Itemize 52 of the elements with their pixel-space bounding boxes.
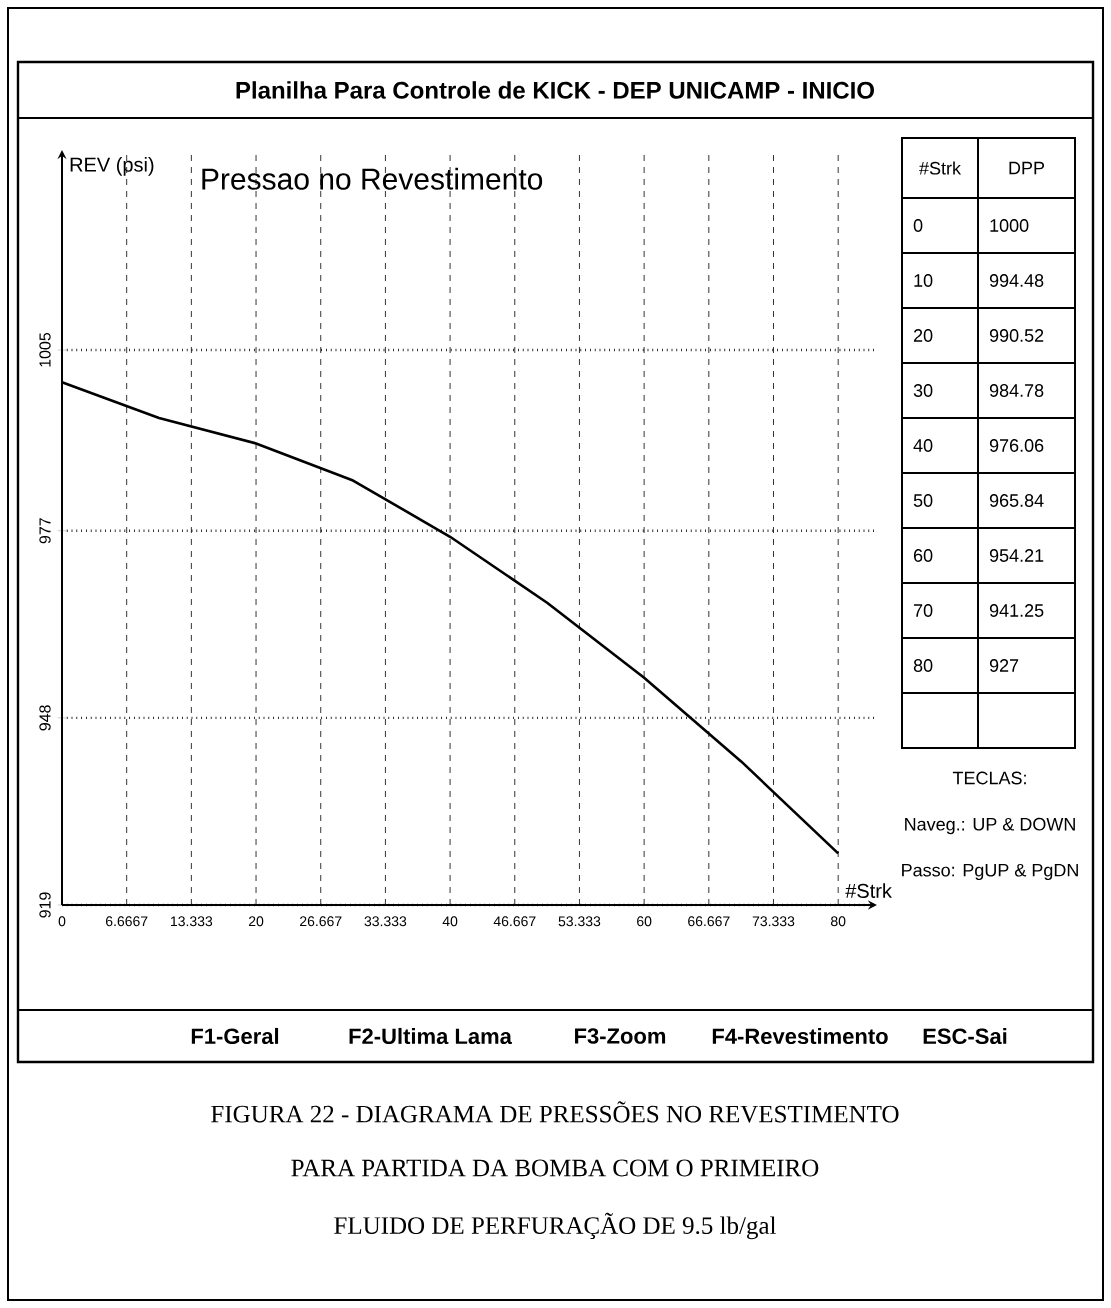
- text: #Strk: [919, 161, 962, 175]
- chart-title: Planilha Para Controle de KICK - DEP UNICAMP - INICIO: [236, 81, 874, 99]
- x-tick-label: 6.6667: [105, 916, 148, 927]
- text: TECLAS:: [952, 771, 1026, 785]
- y-tick-label: 919: [39, 892, 51, 918]
- text: F2-Ultima Lama: [349, 1027, 513, 1045]
- text: 20: [913, 329, 933, 342]
- text: 976.06: [989, 439, 1044, 452]
- text: Passo: PgUP & PgDN: [902, 863, 1078, 881]
- text: 10: [914, 274, 933, 287]
- x-tick-label: 20: [248, 916, 264, 927]
- text: FIGURA 22 - DIAGRAMA DE PRESSÕES NO REVESTIMENTO: [211, 1101, 899, 1123]
- text: PARA PARTIDA DA BOMBA COM O PRIMEIRO: [291, 1159, 819, 1177]
- x-tick-label: 33.333: [364, 916, 407, 927]
- x-tick-label: 26.667: [300, 916, 342, 927]
- text: 1000: [990, 219, 1029, 232]
- text: ESC-Sai: [923, 1027, 1007, 1045]
- text: F3-Zoom: [575, 1028, 666, 1044]
- x-tick-label: 66.667: [688, 916, 730, 927]
- text: 30: [913, 384, 933, 397]
- text: 927: [989, 659, 1019, 672]
- chart-subtitle: Pressao no Revestimento: [202, 167, 543, 190]
- text: Naveg.: UP & DOWN: [905, 817, 1075, 835]
- x-tick-label: 0: [58, 916, 66, 927]
- text: 954.21: [989, 549, 1044, 562]
- y-axis-title: REV (psi): [70, 157, 154, 176]
- text: 994.48: [989, 274, 1044, 287]
- text: 60: [913, 549, 933, 562]
- x-tick-label: 60: [637, 916, 652, 927]
- y-tick-label: 1005: [39, 332, 51, 367]
- text: 984.78: [989, 384, 1044, 397]
- text: F1-Geral: [191, 1027, 279, 1045]
- text: 990.52: [989, 329, 1044, 342]
- text: 0: [913, 219, 923, 232]
- y-tick-label: 977: [39, 518, 51, 544]
- x-tick-label: 53.333: [558, 916, 601, 927]
- x-tick-label: 46.667: [493, 916, 536, 927]
- text: 941.25: [989, 604, 1044, 617]
- text: 70: [913, 604, 933, 617]
- x-tick-label: 80: [830, 916, 846, 927]
- y-tick-label: 948: [39, 705, 51, 731]
- text: F4-Revestimento: [712, 1027, 888, 1045]
- x-tick-label: 40: [442, 916, 458, 927]
- text: 40: [913, 439, 933, 452]
- text: 50: [913, 494, 933, 507]
- text: DPP: [1009, 161, 1045, 175]
- x-tick-label: 13.333: [171, 916, 213, 927]
- x-tick-label: 73.333: [752, 916, 795, 927]
- text: FLUIDO DE PERFURAÇÃO DE 9.5 lb/gal: [334, 1212, 776, 1240]
- x-axis-title: #Strk: [845, 883, 892, 898]
- text: 965.84: [989, 494, 1044, 507]
- text: 80: [913, 659, 933, 672]
